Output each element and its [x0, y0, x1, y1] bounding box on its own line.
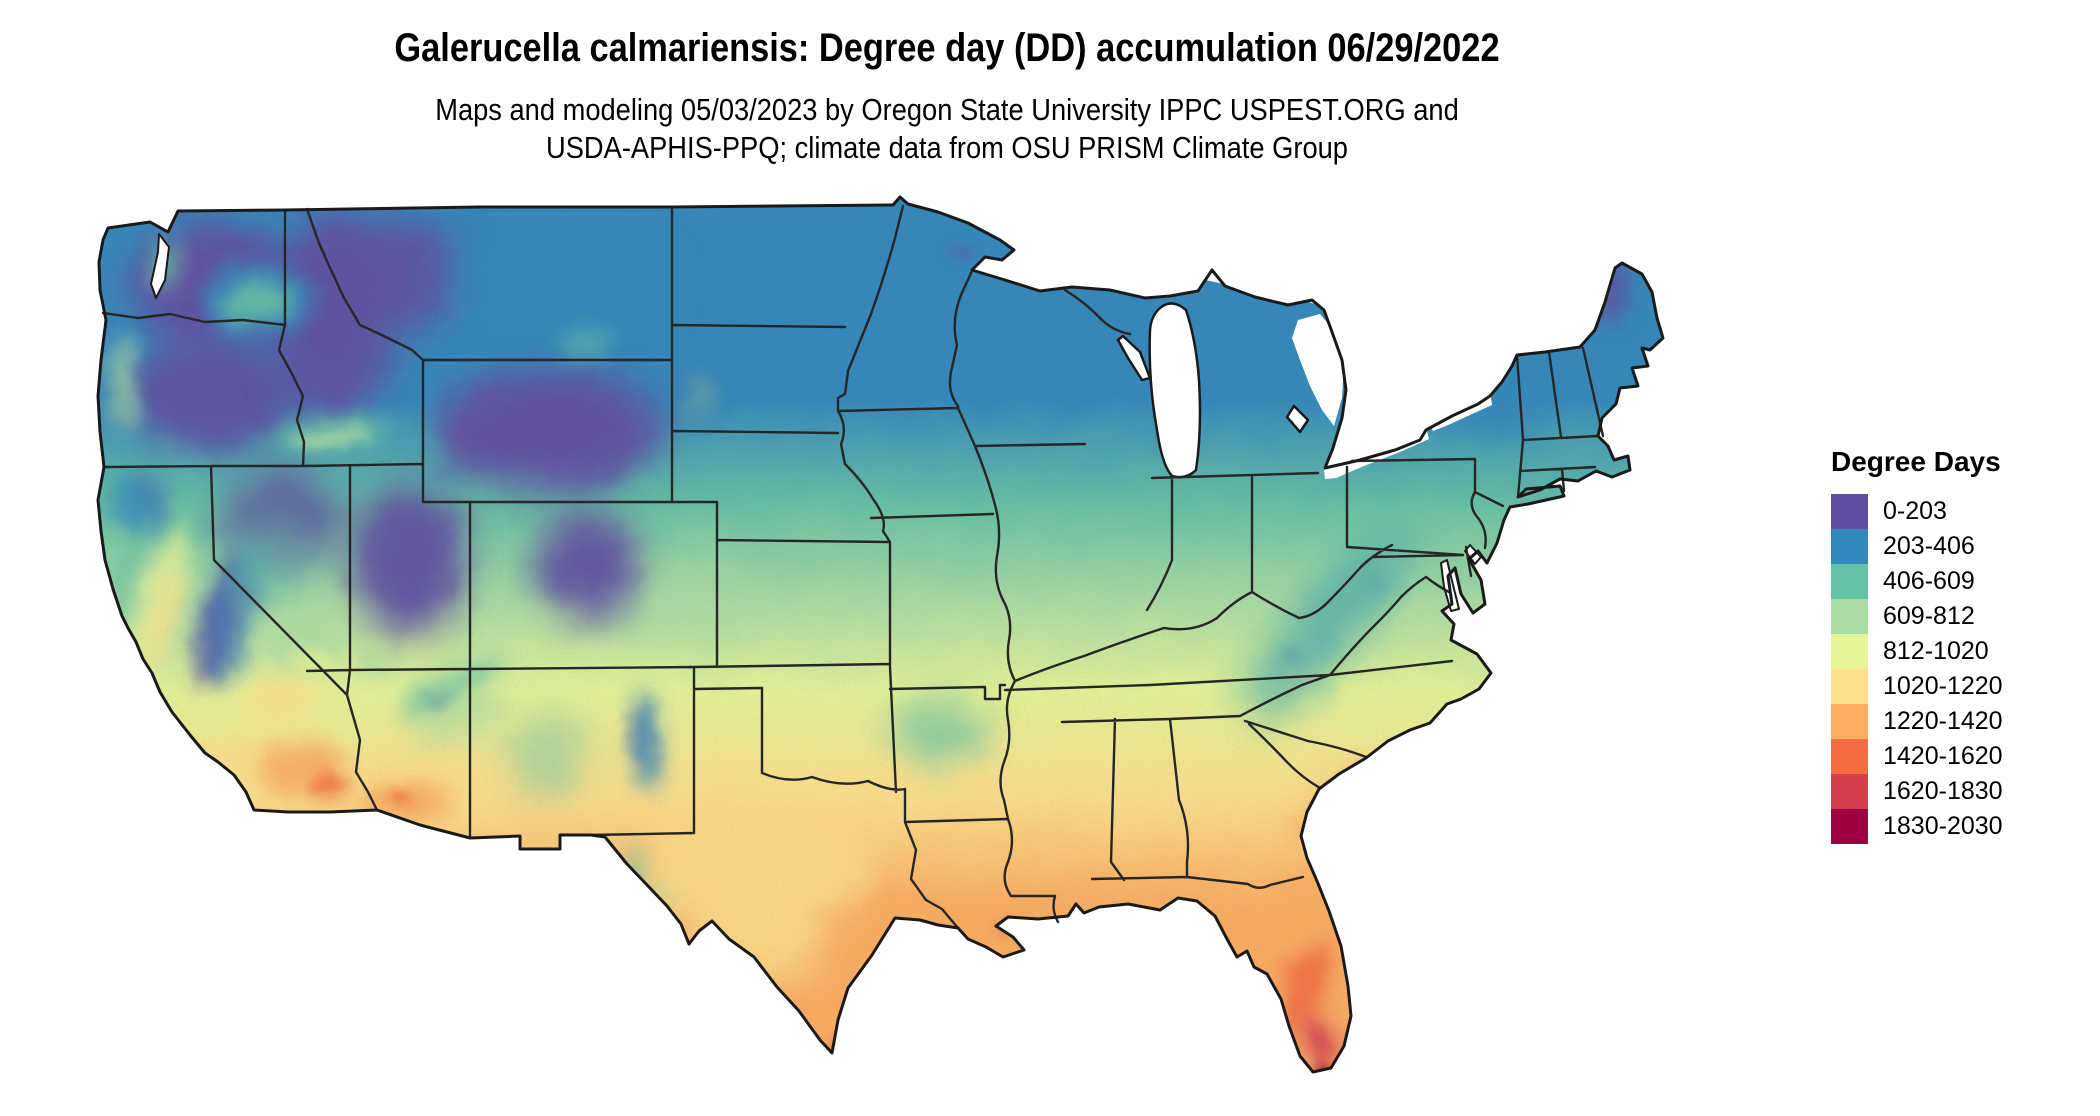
legend-item: 1020-1220	[1831, 669, 2003, 704]
state-borders	[101, 204, 1605, 930]
legend: Degree Days 0-203 203-406 406-609 609-812 81…	[1831, 446, 2003, 844]
legend-item: 406-609	[1831, 564, 2003, 599]
map-color-field	[98, 197, 1663, 1072]
puget-sound	[150, 233, 170, 299]
legend-swatch	[1831, 739, 1868, 774]
great-lakes	[150, 196, 1492, 612]
legend-item: 812-1020	[1831, 634, 2003, 669]
legend-label: 1020-1220	[1883, 672, 2003, 700]
saginaw-bay	[1285, 404, 1310, 434]
legend-title: Degree Days	[1831, 446, 2001, 477]
legend-label: 609-812	[1883, 602, 1975, 630]
map-subtitle-line1: Maps and modeling 05/03/2023 by Oregon S…	[435, 92, 1459, 127]
legend-label: 1420-1620	[1883, 742, 2003, 770]
legend-label: 812-1020	[1883, 637, 1989, 665]
legend-label: 0-203	[1883, 497, 1947, 525]
lake-michigan	[1148, 302, 1202, 479]
green-bay	[1116, 334, 1152, 382]
us-outline	[96, 195, 1665, 1074]
legend-swatch	[1831, 494, 1868, 529]
legend-item: 609-812	[1831, 599, 2003, 634]
legend-swatch	[1831, 599, 1868, 634]
legend-item: 1830-2030	[1831, 809, 2003, 844]
legend-swatch	[1831, 634, 1868, 669]
legend-swatch	[1831, 669, 1868, 704]
legend-swatch	[1831, 704, 1868, 739]
legend-swatch	[1831, 809, 1868, 844]
legend-label: 1220-1420	[1883, 707, 2003, 735]
legend-swatch	[1831, 564, 1868, 599]
legend-label: 1620-1830	[1883, 777, 2003, 805]
legend-label: 406-609	[1883, 567, 1975, 595]
legend-item: 0-203	[1831, 494, 2003, 529]
legend-swatch	[1831, 529, 1868, 564]
legend-item: 1620-1830	[1831, 774, 2003, 809]
map-subtitle-line2: USDA-APHIS-PPQ; climate data from OSU PR…	[546, 130, 1348, 165]
lake-superior	[952, 196, 1318, 305]
legend-item: 203-406	[1831, 529, 2003, 564]
legend-item: 1220-1420	[1831, 704, 2003, 739]
lake-huron	[1292, 314, 1344, 426]
legend-swatch	[1831, 774, 1868, 809]
legend-item: 1420-1620	[1831, 739, 2003, 774]
map-title: Galerucella calmariensis: Degree day (DD…	[394, 26, 1500, 70]
legend-label: 203-406	[1883, 532, 1975, 560]
legend-label: 1830-2030	[1883, 812, 2003, 840]
